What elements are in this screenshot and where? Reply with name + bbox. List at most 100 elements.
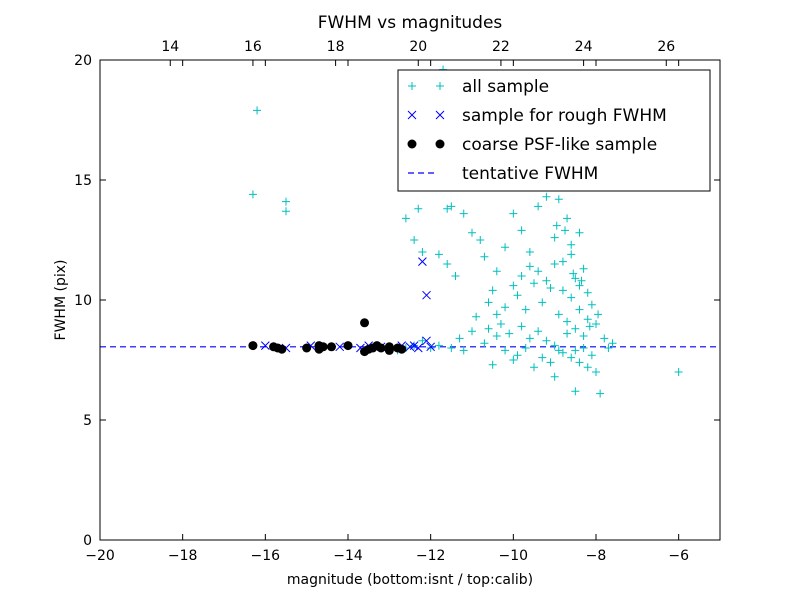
data-point-plus [530,363,538,372]
data-point-plus [594,310,603,319]
top-tick-label: 18 [327,39,345,55]
series-plus [248,65,683,398]
data-point-plus [401,214,410,223]
data-point-plus [505,329,514,338]
data-point-plus [558,348,567,357]
data-point-circle [397,344,407,354]
data-point-plus [569,269,578,278]
data-point-plus [538,353,547,362]
data-point-plus [468,228,476,237]
data-point-x [335,342,345,352]
data-point-plus [575,305,584,314]
data-point-plus [447,344,456,352]
data-point-plus [525,248,534,256]
data-point-plus [525,262,534,271]
data-point-plus [455,334,464,343]
data-point-plus [579,332,588,340]
data-point-plus [554,346,563,355]
data-point-plus [509,209,518,218]
data-point-plus [579,264,588,273]
data-point-circle [248,341,258,351]
data-point-plus [546,358,555,367]
x-axis-label: magnitude (bottom:isnt / top:calib) [287,572,533,588]
data-point-plus [550,372,559,381]
top-tick-label: 26 [657,39,675,55]
data-point-plus [587,351,596,360]
data-point-x [409,341,419,350]
data-point-plus [587,300,596,309]
y-tick-label: 5 [83,413,92,429]
data-point-plus [434,250,443,259]
x-tick-label: −20 [85,548,115,564]
data-point-plus [558,286,567,295]
data-point-plus [492,267,501,276]
data-point-plus [501,346,510,355]
data-point-plus [558,257,567,266]
data-point-circle [376,343,386,353]
data-point-plus [592,368,600,376]
data-point-plus [492,310,501,319]
data-point-plus [567,250,576,259]
data-point-plus [563,329,572,338]
data-point-plus [534,202,543,211]
data-point-plus [534,267,543,276]
data-point-plus [567,353,576,362]
legend-box [397,69,711,192]
data-point-plus [480,252,489,261]
data-point-plus [410,236,419,244]
data-point-plus [542,336,551,345]
data-point-plus [583,288,592,297]
data-point-plus [496,320,505,328]
y-axis-label: FWHM (pix) [53,260,69,341]
data-point-plus [567,293,576,302]
data-point-plus [534,327,543,336]
data-point-circle [302,343,312,353]
data-point-plus [484,298,493,307]
legend-entry: sample for rough FWHM [407,106,667,126]
data-point-plus [492,332,501,340]
x-tick-label: −8 [586,548,607,564]
data-point-plus [521,305,530,314]
x-tick-label: −14 [333,548,363,564]
data-point-plus [571,346,580,355]
data-point-plus [414,204,423,213]
data-point-plus [575,281,584,290]
data-point-plus [550,341,559,350]
data-point-plus [542,192,551,201]
top-tick-label: 20 [409,39,427,55]
data-point-plus [253,106,262,115]
legend-entry: all sample [408,77,549,97]
data-point-plus [488,360,497,369]
data-point-x [426,342,436,352]
data-point-circle [384,345,394,355]
data-point-plus [583,363,592,372]
y-tick-label: 0 [83,533,92,549]
data-point-plus [538,298,547,307]
data-point-x [422,336,431,346]
legend-marker-plus [408,82,416,90]
data-point-plus [501,243,510,252]
data-point-circle [360,318,370,328]
legend-marker-circle [435,139,445,149]
data-point-plus [517,322,526,331]
data-point-plus [282,207,290,216]
data-point-circle [326,342,336,352]
data-point-plus [509,281,518,290]
data-point-plus [542,276,551,285]
legend-marker-x [407,110,417,120]
data-point-plus [426,344,435,352]
data-point-plus [571,274,580,283]
data-point-plus [674,368,683,376]
data-point-plus [447,202,456,211]
top-tick-label: 24 [575,39,593,55]
axes-layer: −20 −18 −16 −14 −12 −10 −8 −6 0 5 10 15 20 14 16 18 20 22… [74,39,721,564]
data-point-plus [583,315,592,324]
legend: all sample sample for rough FWHM coarse PS… [397,69,711,192]
legend-marker-plus [436,82,444,90]
top-tick-label: 14 [161,39,179,55]
series-circle [248,318,407,357]
data-point-plus [513,291,522,300]
data-point-circle [343,341,353,351]
x-tick-label: −6 [668,548,689,564]
data-point-plus [248,190,257,199]
